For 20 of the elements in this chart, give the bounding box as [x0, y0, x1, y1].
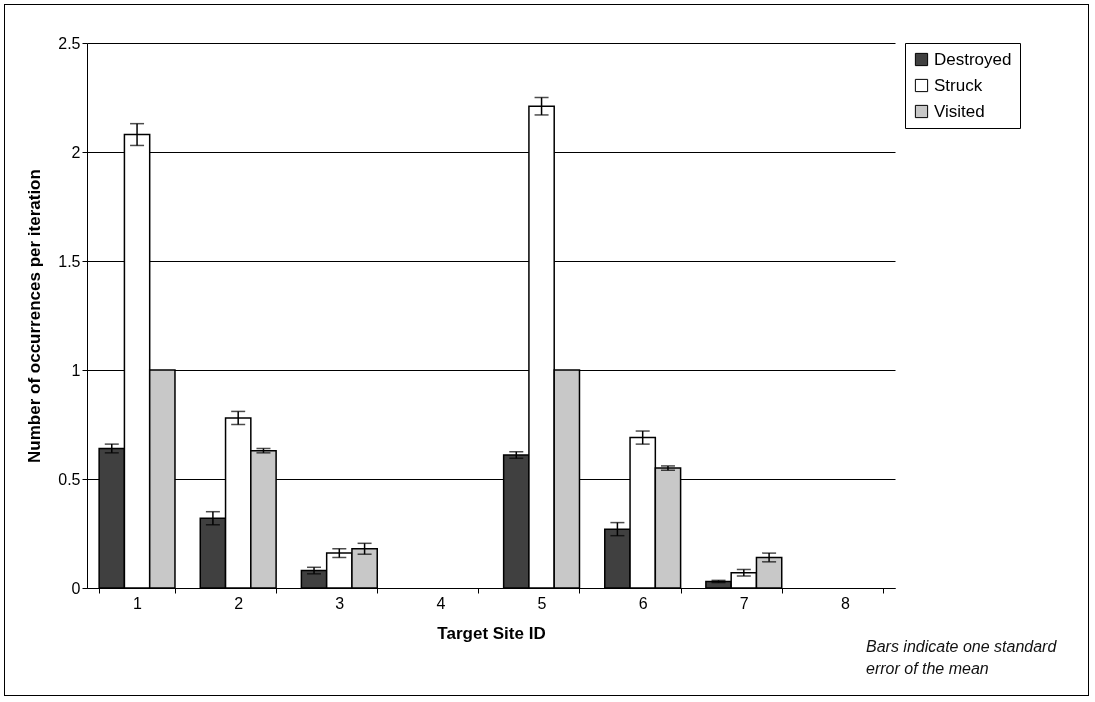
x-tick-label: 4 — [436, 594, 446, 612]
text: Bars indicate one standard error of the mean — [866, 637, 1058, 679]
y-tick-label: 2 — [71, 143, 81, 161]
x-tick-label: 5 — [537, 594, 547, 612]
legend-label: Destroyed — [934, 49, 1012, 69]
y-tick-label: 0 — [71, 579, 81, 597]
y-tick-label: 1 — [71, 361, 81, 379]
x-axis-title: Target Site ID — [437, 623, 546, 643]
x-tick-label: 7 — [739, 594, 749, 612]
legend-label: Visited — [934, 101, 985, 121]
y-tick-label: 2.5 — [58, 34, 81, 52]
y-tick-label: 0.5 — [58, 470, 81, 488]
x-tick-label: 1 — [133, 594, 143, 612]
x-tick-label: 3 — [335, 594, 345, 612]
x-tick-label: 8 — [840, 594, 850, 612]
x-tick-label: 6 — [638, 594, 648, 612]
legend-label: Struck — [934, 75, 983, 95]
y-axis-title: Number of occurrences per iteration — [25, 169, 45, 463]
x-tick-label: 2 — [234, 594, 244, 612]
y-tick-label: 1.5 — [58, 252, 81, 270]
